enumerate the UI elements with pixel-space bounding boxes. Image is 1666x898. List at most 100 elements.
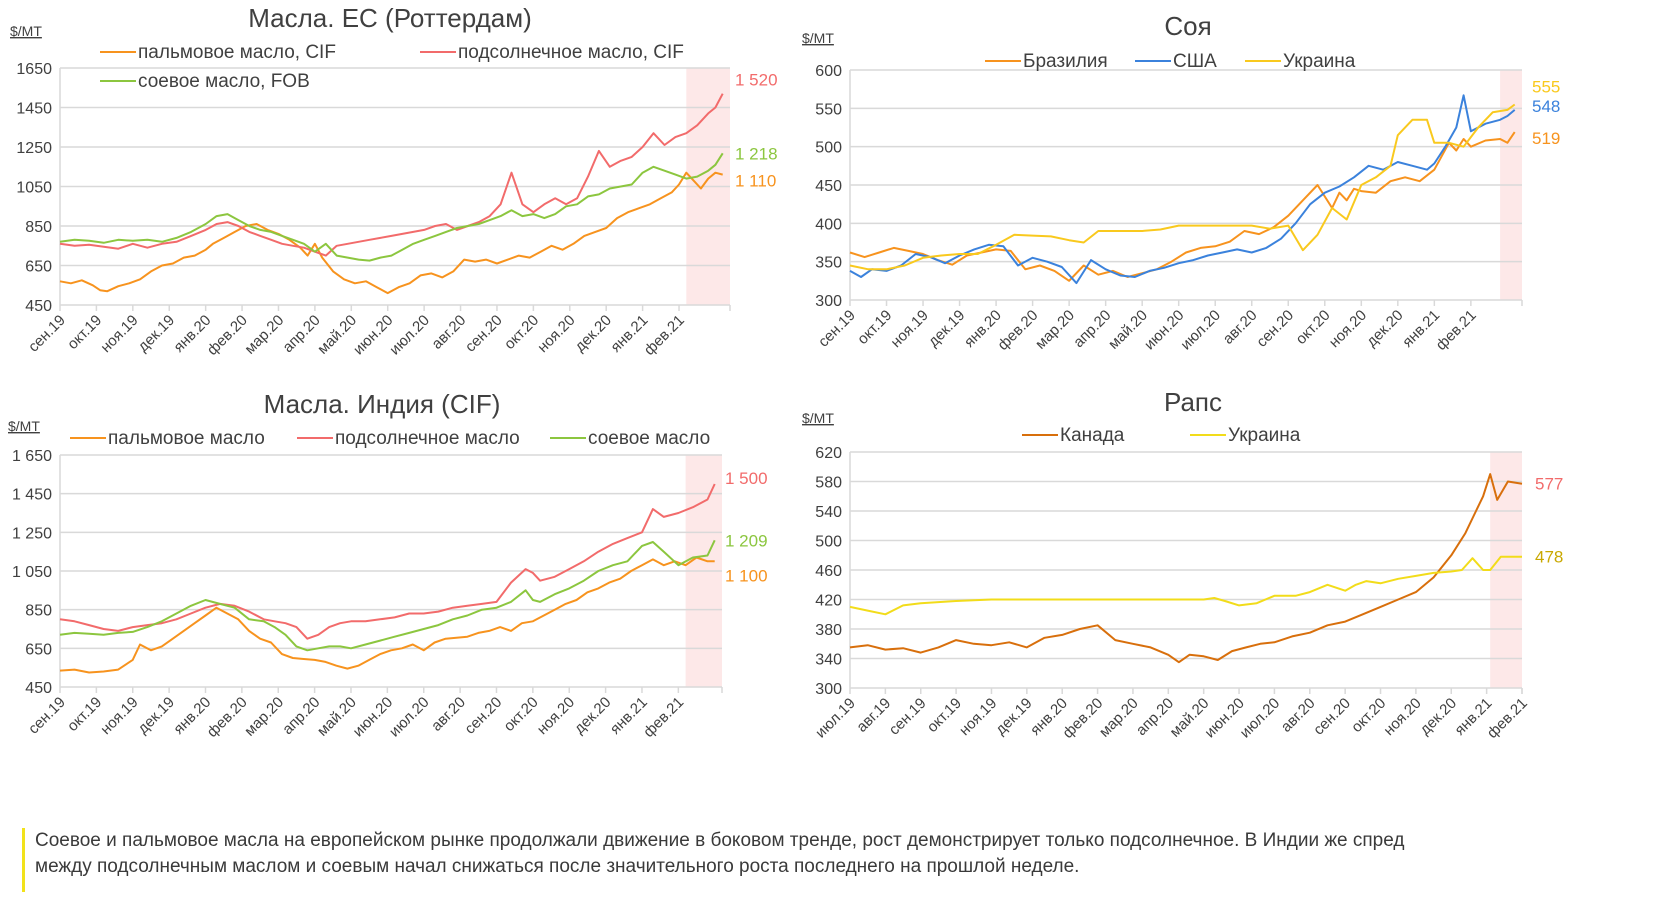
x-tick-label: фев.20 bbox=[1059, 695, 1106, 742]
commentary-line-2: между подсолнечным маслом и соевым начал… bbox=[35, 856, 1080, 877]
x-tick-label: май.20 bbox=[1105, 307, 1151, 353]
y-tick-label: 1 450 bbox=[12, 487, 52, 504]
x-tick-label: дек.20 bbox=[1363, 307, 1406, 350]
x-tick-label: ноя.19 bbox=[956, 695, 1000, 739]
x-tick-label: сен.20 bbox=[461, 694, 505, 738]
series-line-sunflower bbox=[59, 483, 716, 640]
chart-title: Масла. ЕС (Роттердам) bbox=[248, 3, 532, 33]
x-tick-label: фев.21 bbox=[640, 694, 687, 741]
series-line-palm bbox=[59, 556, 715, 674]
x-tick-label: сен.19 bbox=[25, 312, 69, 356]
x-tick-label: ноя.19 bbox=[97, 694, 141, 738]
y-tick-label: 540 bbox=[815, 504, 842, 521]
legend-label: Канада bbox=[1060, 425, 1125, 446]
y-axis-unit: $/МТ bbox=[802, 410, 834, 426]
legend-label: Бразилия bbox=[1023, 51, 1108, 72]
y-tick-label: 380 bbox=[815, 622, 842, 639]
x-tick-label: ноя.20 bbox=[1380, 695, 1424, 739]
y-tick-label: 300 bbox=[815, 293, 842, 310]
y-tick-label: 420 bbox=[815, 593, 842, 610]
legend-label: подсолнечное масло bbox=[335, 428, 520, 449]
end-value-label: 548 bbox=[1532, 97, 1560, 116]
x-tick-label: фев.21 bbox=[641, 312, 688, 359]
chart-title: Масла. Индия (CIF) bbox=[264, 392, 501, 419]
end-value-label: 1 520 bbox=[735, 71, 778, 90]
chart-eu-oils: 1650145012501050850650450сен.19окт.19ноя… bbox=[10, 3, 778, 359]
x-tick-label: июн.20 bbox=[1141, 307, 1188, 354]
x-tick-label: сен.19 bbox=[815, 307, 859, 351]
x-tick-label: дек.20 bbox=[572, 312, 615, 355]
end-value-label: 478 bbox=[1535, 548, 1563, 567]
end-value-label: 1 209 bbox=[725, 531, 768, 550]
series-line-palm bbox=[59, 171, 723, 295]
legend-label: пальмовое масло bbox=[108, 428, 265, 449]
end-value-label: 1 110 bbox=[735, 172, 776, 191]
commentary-line-1: Соевое и пальмовое масла на европейском … bbox=[35, 830, 1405, 851]
legend-label: соевое масло, FOB bbox=[138, 71, 310, 92]
y-tick-label: 500 bbox=[815, 534, 842, 551]
x-tick-label: мар.20 bbox=[1032, 307, 1078, 353]
end-value-label: 519 bbox=[1532, 129, 1560, 148]
x-tick-label: авг.20 bbox=[428, 312, 469, 353]
legend-label: пальмовое масло, CIF bbox=[138, 42, 336, 63]
x-tick-label: июл.20 bbox=[386, 312, 433, 359]
series-line-soy bbox=[59, 539, 716, 652]
x-tick-label: июл.19 bbox=[812, 695, 859, 742]
x-tick-label: июл.20 bbox=[1177, 307, 1224, 354]
x-tick-label: дек.20 bbox=[571, 694, 614, 737]
chart-title: Рапс bbox=[1164, 392, 1222, 417]
y-tick-label: 1050 bbox=[16, 180, 52, 197]
end-value-label: 1 218 bbox=[735, 144, 778, 163]
y-tick-label: 300 bbox=[815, 681, 842, 698]
legend-label: США bbox=[1173, 51, 1217, 72]
legend-label: Украина bbox=[1283, 51, 1356, 72]
end-value-label: 577 bbox=[1535, 475, 1563, 494]
y-tick-label: 620 bbox=[815, 445, 842, 462]
x-tick-label: ноя.19 bbox=[888, 307, 932, 351]
x-tick-label: сен.20 bbox=[1310, 695, 1354, 739]
y-tick-label: 400 bbox=[815, 216, 842, 233]
chart-soybeans: 600550500450400350300сен.19окт.19ноя.19д… bbox=[802, 11, 1560, 354]
x-tick-label: фев.21 bbox=[1484, 695, 1531, 742]
x-tick-label: сен.20 bbox=[1253, 307, 1297, 351]
series-line-sunflower bbox=[59, 93, 724, 257]
x-tick-label: ноя.20 bbox=[534, 694, 578, 738]
y-tick-label: 450 bbox=[25, 680, 52, 697]
y-tick-label: 1 050 bbox=[12, 564, 52, 581]
x-tick-label: сен.20 bbox=[462, 312, 506, 356]
y-tick-label: 500 bbox=[815, 140, 842, 157]
x-tick-label: дек.19 bbox=[134, 694, 177, 737]
x-tick-label: сен.19 bbox=[25, 694, 69, 738]
x-tick-label: ноя.20 bbox=[1326, 307, 1370, 351]
chart-title: Соя bbox=[1164, 11, 1211, 41]
series-line-canada bbox=[849, 473, 1523, 664]
x-tick-label: мар.20 bbox=[1096, 695, 1142, 741]
series-line-soy bbox=[59, 152, 724, 262]
x-tick-label: ноя.20 bbox=[534, 312, 578, 356]
x-tick-label: фев.20 bbox=[994, 307, 1041, 354]
x-tick-label: мар.20 bbox=[241, 694, 287, 740]
y-tick-label: 460 bbox=[815, 563, 842, 580]
x-tick-label: фев.21 bbox=[1433, 307, 1480, 354]
x-tick-label: фев.20 bbox=[204, 312, 251, 359]
y-axis-unit: $/МТ bbox=[8, 418, 40, 434]
x-tick-label: июл.20 bbox=[386, 694, 433, 741]
x-tick-label: июл.20 bbox=[1237, 695, 1284, 742]
series-line-brazil bbox=[849, 131, 1516, 282]
y-tick-label: 600 bbox=[815, 63, 842, 80]
legend-label: подсолнечное масло, CIF bbox=[458, 42, 684, 63]
x-tick-label: авг.20 bbox=[428, 694, 469, 735]
end-value-label: 1 100 bbox=[725, 566, 768, 585]
y-tick-label: 1250 bbox=[16, 140, 52, 157]
legend-label: Украина bbox=[1228, 425, 1301, 446]
y-tick-label: 340 bbox=[815, 652, 842, 669]
y-tick-label: 550 bbox=[815, 101, 842, 118]
x-tick-label: фев.20 bbox=[204, 694, 251, 741]
y-tick-label: 1 650 bbox=[12, 448, 52, 465]
x-tick-label: дек.19 bbox=[925, 307, 968, 350]
y-tick-label: 450 bbox=[815, 178, 842, 195]
end-value-label: 1 500 bbox=[725, 469, 768, 488]
series-line-ukraine_soy bbox=[849, 103, 1516, 271]
x-tick-label: сен.19 bbox=[886, 695, 930, 739]
